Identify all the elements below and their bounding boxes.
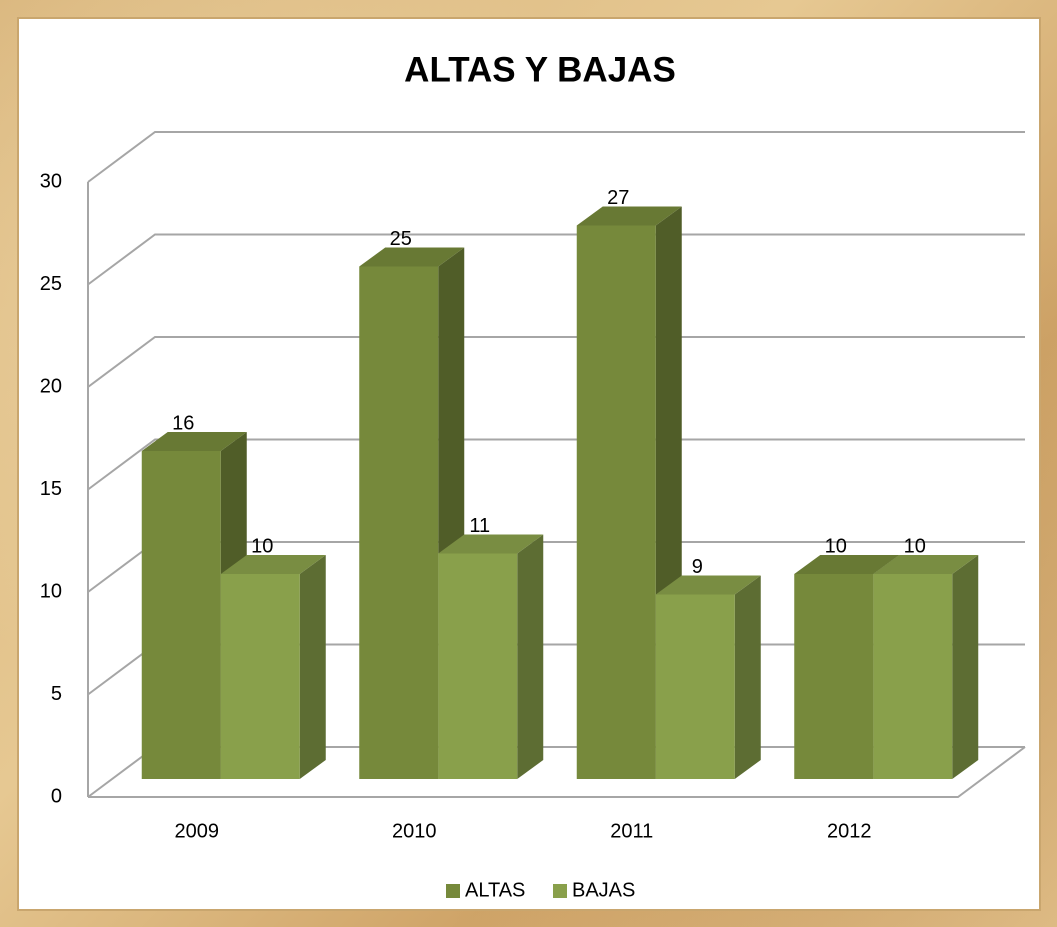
bar: [438, 534, 544, 779]
bar-front: [359, 266, 439, 779]
data-label: 10: [825, 535, 847, 557]
bar: [873, 555, 979, 779]
bar-front: [576, 225, 656, 779]
bar-front: [873, 574, 953, 779]
bar: [655, 575, 761, 779]
data-label: 11: [469, 515, 490, 537]
grid-line: [87, 438, 1025, 491]
bar-front: [655, 594, 735, 779]
bar-top: [873, 555, 979, 574]
grid-line: [87, 131, 1025, 183]
legend-swatch: [446, 884, 460, 898]
data-label: 16: [172, 412, 194, 434]
bar-top: [576, 206, 682, 226]
bar-side: [517, 534, 544, 779]
bar-top: [220, 555, 326, 574]
grid-line: [87, 233, 1025, 286]
bar-side: [299, 555, 326, 779]
legend-swatch: [553, 884, 567, 898]
bar: [220, 555, 326, 779]
grid-line: [87, 336, 1025, 388]
floor-edge: [88, 746, 1026, 798]
bar-side: [952, 555, 979, 779]
data-label: 9: [692, 556, 703, 578]
bar-top: [655, 575, 761, 595]
bar-top: [141, 432, 247, 451]
bar-top: [438, 534, 544, 554]
y-tick-label: 10: [40, 580, 62, 602]
y-tick-label: 30: [40, 170, 62, 192]
data-label: 10: [904, 535, 926, 557]
x-tick-label: 2012: [827, 820, 872, 842]
bar-top: [359, 247, 465, 267]
x-tick-label: 2009: [175, 820, 220, 842]
y-tick-label: 25: [40, 273, 62, 295]
data-label: 10: [251, 535, 273, 557]
y-tick-label: 15: [40, 478, 62, 500]
y-tick-label: 5: [51, 683, 62, 705]
y-tick-label: 20: [40, 375, 62, 397]
x-tick-label: 2010: [392, 820, 437, 842]
legend-label: ALTAS: [465, 879, 525, 901]
data-label: 27: [607, 187, 629, 209]
data-label: 25: [390, 228, 412, 250]
x-tick-label: 2011: [610, 820, 653, 842]
bar-front: [141, 451, 221, 779]
legend-label: BAJAS: [572, 879, 635, 901]
chart-title: ALTAS Y BAJAS: [404, 50, 676, 89]
bar-top: [794, 555, 900, 574]
bar-front: [794, 574, 874, 779]
y-tick-label: 0: [51, 785, 62, 807]
bar-front: [220, 574, 300, 779]
bar-side: [734, 575, 761, 779]
bar-front: [438, 553, 518, 779]
